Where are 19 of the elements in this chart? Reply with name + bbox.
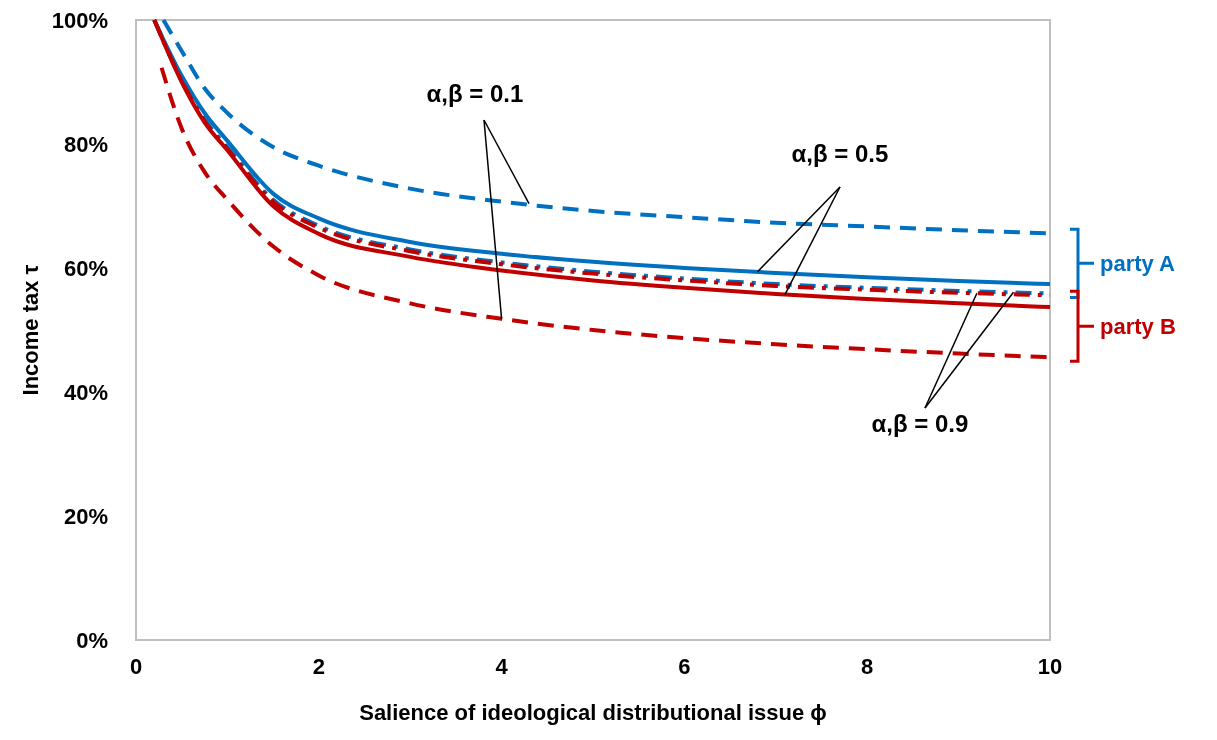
x-tick-label: 10 (1037, 654, 1063, 679)
x-tick-label: 2 (312, 654, 325, 679)
legend-label: party A (1100, 250, 1176, 276)
y-tick-label: 20% (63, 503, 108, 529)
annotation: α,β = 0.9 (871, 410, 969, 437)
y-tick-label: 60% (63, 255, 108, 281)
x-tick-label: 8 (861, 654, 874, 679)
y-tick-label: 80% (63, 131, 108, 157)
x-tick-label: 6 (678, 654, 691, 679)
x-axis-title: Salience of ideological distributional issue ϕ (359, 700, 827, 725)
y-axis-title: Income tax τ (18, 264, 43, 396)
annotation: α,β = 0.1 (426, 80, 524, 107)
legend-label: party B (1100, 313, 1176, 339)
annotation: α,β = 0.5 (791, 140, 889, 167)
x-tick-label: 0 (129, 654, 143, 679)
y-tick-label: 0% (76, 627, 108, 653)
x-tick-label: 4 (495, 654, 509, 679)
y-tick-label: 100% (51, 7, 108, 33)
y-tick-label: 40% (63, 379, 108, 405)
